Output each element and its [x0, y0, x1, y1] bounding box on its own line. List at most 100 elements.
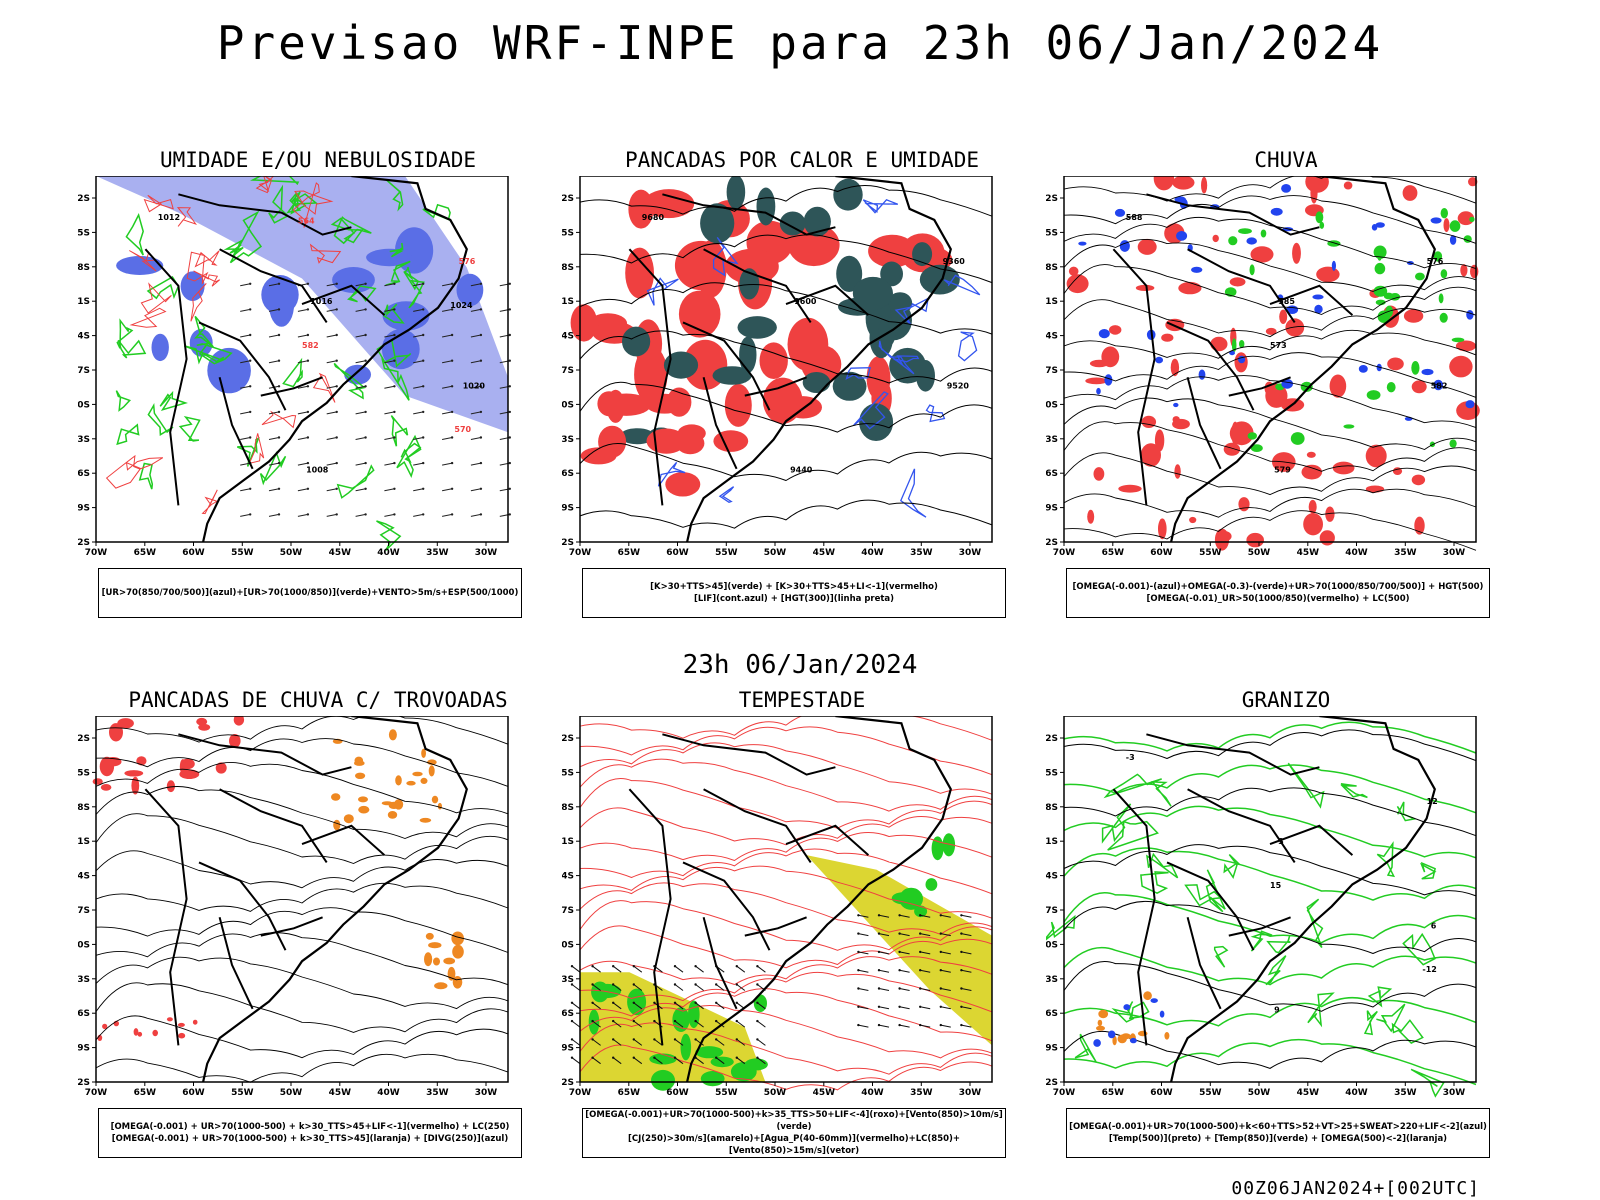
thunderstorm-area: [196, 717, 208, 726]
wind-vector: [612, 1038, 622, 1046]
lat-tick-label: 15S: [1046, 768, 1058, 778]
wind-vector: [384, 513, 395, 517]
thunderstorm-area: [178, 1032, 186, 1039]
wind-vector: [450, 513, 454, 516]
rain-area: [1411, 474, 1426, 486]
wind-vector: [297, 360, 308, 364]
humidity-contour: [385, 179, 404, 212]
rain-area: [1093, 467, 1105, 481]
instability-core: [663, 351, 699, 379]
instability-area: [787, 317, 829, 371]
lat-tick-label: 39S: [1046, 1044, 1058, 1054]
rain-area: [1154, 429, 1165, 452]
wind-vector: [413, 334, 424, 338]
thunderstorm-area: [177, 1022, 185, 1027]
wind-vector: [939, 1005, 942, 1008]
map-frame: [1063, 716, 1477, 1083]
wind-vector: [470, 385, 481, 389]
wind-vector: [364, 282, 367, 285]
thickness-contour: [140, 282, 172, 314]
thickness-contour: [129, 250, 157, 272]
lon-tick-label: 70W: [85, 548, 108, 558]
map-layers: [570, 176, 993, 543]
lat-tick-label: 15S: [562, 228, 574, 238]
wind-vector: [940, 1006, 951, 1010]
lat-tick-label: 42S: [562, 1078, 574, 1088]
wind-vector: [632, 1038, 635, 1041]
country-border: [144, 788, 188, 1046]
rain-area: [1457, 211, 1475, 226]
rain-area: [1308, 499, 1317, 514]
thunderstorm-area: [92, 778, 103, 785]
wind-vector: [898, 1005, 901, 1008]
wind-vector: [297, 308, 308, 312]
contour-label: 9: [1274, 1006, 1280, 1015]
lon-tick-label: 40W: [861, 548, 884, 558]
lif-contour: [925, 404, 946, 423]
wind-vector: [393, 487, 396, 490]
country-border: [144, 248, 188, 506]
instability-area: [628, 189, 654, 229]
wind-vector: [735, 1056, 738, 1059]
panel-title: TEMPESTADE: [738, 688, 866, 712]
lat-tick-label: 39S: [1046, 504, 1058, 514]
temp850-contour: [1184, 884, 1223, 907]
lat-tick-label: 33S: [562, 975, 574, 985]
rain-area: [1265, 327, 1277, 335]
wind-vector: [592, 965, 601, 973]
wind-vector: [479, 410, 483, 414]
wind-vector: [326, 411, 337, 415]
wind-vector: [939, 932, 942, 935]
wind-vector: [735, 965, 738, 968]
wind-vector: [450, 436, 454, 439]
humidity-contour: [223, 239, 244, 257]
lat-tick-label: 36S: [78, 469, 90, 479]
thickness-contour: [255, 176, 273, 194]
wind-vector: [364, 308, 367, 311]
wind-vector: [277, 282, 281, 285]
thickness-contour: [261, 410, 297, 429]
lon-tick-label: 40W: [377, 1088, 400, 1098]
panel-title: PANCADAS DE CHUVA C/ TROVOADAS: [128, 688, 508, 712]
height-contour: [579, 443, 993, 482]
wind-vector: [653, 1001, 656, 1004]
wind-vector: [277, 513, 281, 516]
panel-pancadas-calor: PANCADAS POR CALOR E UMIDADE 12S 15S 18S 21…: [562, 148, 1042, 618]
wind-vector: [571, 1057, 581, 1065]
wind-vector: [857, 969, 860, 972]
country-border: [301, 284, 386, 316]
thickness-contour: [190, 283, 207, 322]
rain-area: [1279, 309, 1288, 324]
lat-tick-label: 21S: [78, 297, 90, 307]
thunderstorm-area: [166, 780, 175, 793]
wind-vector: [571, 984, 581, 991]
humidity-contour: [390, 415, 409, 447]
temp850-contour: [1205, 869, 1226, 913]
thunderstorm-area: [406, 780, 416, 786]
thickness-contour: [105, 454, 141, 489]
wind-vector: [240, 488, 251, 492]
rain-area: [1137, 238, 1157, 255]
rain-area: [1135, 284, 1155, 291]
lon-tick-label: 30W: [959, 1088, 982, 1098]
wind-vector: [422, 410, 425, 414]
lif-contour: [853, 391, 889, 430]
map-granizo: 12S 15S 18S 21S 24S 27S 30S 33S 36S 39S 42S70W 65W 6…: [1046, 716, 1477, 1098]
thunderstorm-area: [124, 770, 144, 777]
wind-vector: [570, 1019, 574, 1023]
wind-vector: [898, 932, 901, 935]
omega-area: [1191, 266, 1203, 273]
wind-vector: [736, 1057, 746, 1065]
lat-tick-label: 12S: [562, 194, 574, 204]
contour-label: 15: [1270, 881, 1282, 890]
wind-vector: [653, 1019, 656, 1023]
rain-area: [1172, 416, 1180, 423]
wind-vector: [306, 385, 310, 388]
map-frame: [579, 716, 993, 1083]
lat-tick-label: 12S: [78, 194, 90, 204]
wind-vector: [240, 308, 251, 312]
rain-area: [1343, 181, 1353, 190]
lon-tick-label: 70W: [569, 548, 592, 558]
wind-vector: [268, 488, 280, 492]
wind-vector: [508, 436, 511, 439]
